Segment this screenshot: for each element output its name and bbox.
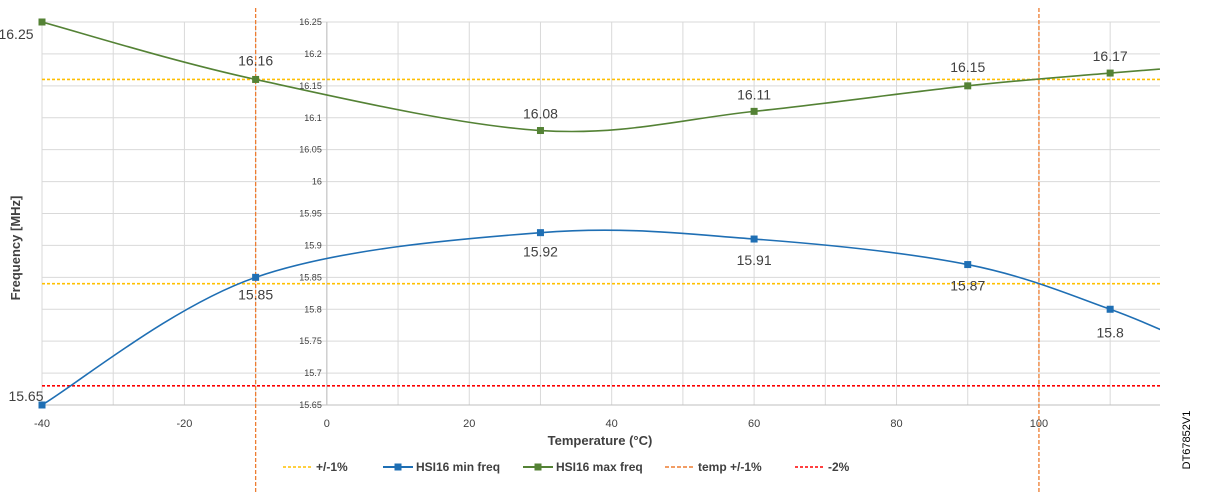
legend-label: temp +/-1% [698,460,762,474]
x-tick-label: 100 [1030,418,1048,430]
x-tick-label: 80 [890,418,902,430]
data-label: 16.11 [737,86,771,102]
x-axis-title: Temperature (°C) [548,433,653,448]
legend-marker [534,463,542,471]
data-label: 15.85 [238,286,273,302]
document-id: DT67852V1 [1181,411,1193,470]
x-tick-label: 20 [463,418,475,430]
x-tick-label: -20 [176,418,192,430]
y-tick-label: 15.65 [299,400,322,410]
data-point [38,401,46,409]
y-tick-label: 15.8 [304,304,322,314]
data-point [38,18,46,26]
y-tick-label: 16.1 [304,113,322,123]
series [38,18,1160,409]
data-labels: 15.65 15.85 15.92 15.91 15.87 15.8 16.25 16.16 1… [0,26,1128,404]
data-point [1106,69,1114,77]
data-label: 16.15 [950,59,985,75]
y-tick-label: 16.25 [299,17,322,27]
tick-labels: 15.65 15.7 15.75 15.8 15.85 15.9 15.95 16 16.05 1… [34,17,1048,430]
data-point [964,261,972,269]
grid [41,21,1160,406]
series-line-1 [42,21,1160,133]
data-point [750,235,758,243]
legend: +/-1% HSI16 min freq HSI16 max freq temp +/… [283,460,850,474]
y-tick-label: 16.05 [299,145,322,155]
legend-label: HSI16 max freq [556,460,643,474]
y-tick-label: 15.95 [299,209,322,219]
data-label: 16.25 [0,26,34,42]
data-point [1106,305,1114,313]
data-label: 16.16 [238,52,273,68]
series-line-0 [42,229,1160,406]
data-label: 16.17 [1093,48,1128,64]
legend-marker [394,463,402,471]
data-point [750,107,758,115]
y-tick-label: 15.75 [299,336,322,346]
data-point [252,273,260,281]
data-point [536,127,544,135]
y-tick-label: 15.85 [299,272,322,282]
data-label: 15.87 [950,278,985,294]
data-label: 15.8 [1097,324,1124,340]
data-label: 16.08 [523,106,558,122]
y-axis-title: Frequency [MHz] [8,196,23,301]
y-tick-label: 16 [312,177,322,187]
reference-lines [42,8,1160,492]
x-tick-label: -40 [34,418,50,430]
data-point [252,75,260,83]
x-tick-label: 0 [324,418,330,430]
data-point [536,229,544,237]
x-tick-label: 60 [748,418,760,430]
data-label: 15.65 [8,388,43,404]
x-tick-label: 40 [606,418,618,430]
legend-label: +/-1% [316,460,348,474]
y-tick-label: 15.7 [304,368,322,378]
y-tick-label: 16.2 [304,49,322,59]
y-tick-label: 16.15 [299,81,322,91]
data-point [964,82,972,90]
data-label: 15.91 [737,252,772,268]
data-label: 15.92 [523,244,558,260]
y-tick-label: 15.9 [304,240,322,250]
legend-label: -2% [828,460,850,474]
legend-label: HSI16 min freq [416,460,500,474]
